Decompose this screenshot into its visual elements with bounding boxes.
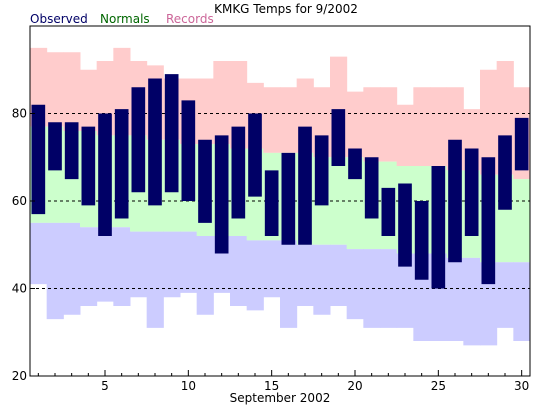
- normal-band: [513, 179, 531, 263]
- observed-bar: [364, 157, 379, 219]
- record-low-band: [446, 257, 464, 341]
- observed-bar: [331, 109, 346, 166]
- x-tick-label: 15: [264, 379, 279, 393]
- record-low-band: [263, 240, 281, 298]
- observed-bar: [64, 122, 79, 180]
- record-low-band: [330, 244, 348, 306]
- observed-bar: [481, 157, 496, 285]
- x-axis-label: September 2002: [230, 391, 331, 405]
- observed-bar: [464, 148, 479, 236]
- record-low-band: [363, 249, 381, 328]
- record-high-band: [263, 87, 281, 153]
- record-low-band: [463, 257, 481, 346]
- observed-bar: [231, 126, 246, 219]
- observed-bar: [181, 100, 196, 201]
- record-high-band: [80, 69, 98, 131]
- record-low-band: [280, 240, 298, 328]
- observed-bar: [164, 74, 179, 193]
- observed-bar: [198, 139, 212, 223]
- record-low-band: [313, 244, 331, 315]
- observed-bar: [398, 183, 412, 267]
- x-tick-label: 25: [431, 379, 446, 393]
- record-low-band: [246, 240, 264, 311]
- record-high-band: [63, 52, 81, 131]
- legend-records: Records: [166, 12, 214, 26]
- observed-bar: [514, 117, 529, 171]
- record-low-band: [80, 227, 98, 306]
- record-high-band: [280, 87, 298, 153]
- record-low-band: [380, 249, 398, 328]
- record-high-band: [480, 69, 498, 175]
- observed-bar: [214, 135, 229, 254]
- record-low-band: [180, 231, 198, 293]
- observed-bar: [298, 126, 312, 245]
- x-tick-label: 10: [181, 379, 196, 393]
- observed-bar: [264, 170, 279, 236]
- y-axis: 20 40 60 80: [12, 107, 35, 383]
- y-tick-label: 80: [12, 107, 27, 121]
- chart-title: KMKG Temps for 9/2002: [214, 2, 358, 16]
- x-tick-label: 5: [101, 379, 109, 393]
- y-tick-label: 20: [12, 369, 27, 383]
- observed-bar: [281, 152, 296, 245]
- observed-bar: [498, 135, 512, 210]
- observed-bar: [31, 104, 46, 215]
- legend-observed: Observed: [30, 12, 88, 26]
- record-high-band: [396, 104, 414, 166]
- record-high-band: [346, 91, 364, 158]
- record-low-band: [130, 231, 148, 298]
- record-low-band: [96, 227, 114, 302]
- legend-normals: Normals: [100, 12, 150, 26]
- record-low-band: [46, 222, 64, 320]
- record-low-band: [196, 236, 214, 315]
- x-axis: 5 10 15 20 25 30: [37, 370, 529, 393]
- observed-bar: [248, 113, 262, 197]
- record-low-band: [513, 262, 531, 341]
- record-high-band: [196, 78, 214, 145]
- record-low-band: [496, 262, 514, 328]
- observed-bar: [348, 148, 362, 180]
- observed-bar: [381, 187, 396, 236]
- record-high-band: [430, 87, 448, 166]
- record-low-band: [296, 244, 314, 306]
- record-high-band: [46, 52, 64, 127]
- record-low-band: [113, 227, 131, 306]
- observed-bar: [148, 78, 162, 206]
- record-high-band: [363, 87, 381, 162]
- observed-bar: [431, 166, 446, 289]
- normal-band: [346, 157, 364, 250]
- record-low-band: [146, 231, 164, 328]
- observed-bar: [314, 135, 329, 206]
- record-high-band: [413, 87, 431, 166]
- observed-bar: [414, 201, 429, 280]
- x-tick-label: 20: [347, 379, 362, 393]
- observed-bar: [114, 109, 129, 219]
- y-tick-label: 60: [12, 194, 27, 208]
- observed-bar: [48, 122, 62, 171]
- record-low-band: [163, 231, 181, 298]
- record-low-band: [63, 222, 81, 315]
- x-tick-label: 30: [514, 379, 529, 393]
- record-low-band: [346, 249, 364, 320]
- record-high-band: [380, 87, 398, 162]
- observed-bar: [98, 113, 112, 236]
- record-high-band: [213, 61, 231, 145]
- observed-bar: [81, 126, 96, 206]
- plot-area: [30, 47, 531, 346]
- observed-bar: [448, 139, 462, 263]
- record-low-band: [396, 253, 414, 328]
- y-tick-label: 40: [12, 282, 27, 296]
- record-low-band: [30, 222, 48, 285]
- observed-bar: [131, 87, 146, 193]
- record-low-band: [230, 236, 248, 306]
